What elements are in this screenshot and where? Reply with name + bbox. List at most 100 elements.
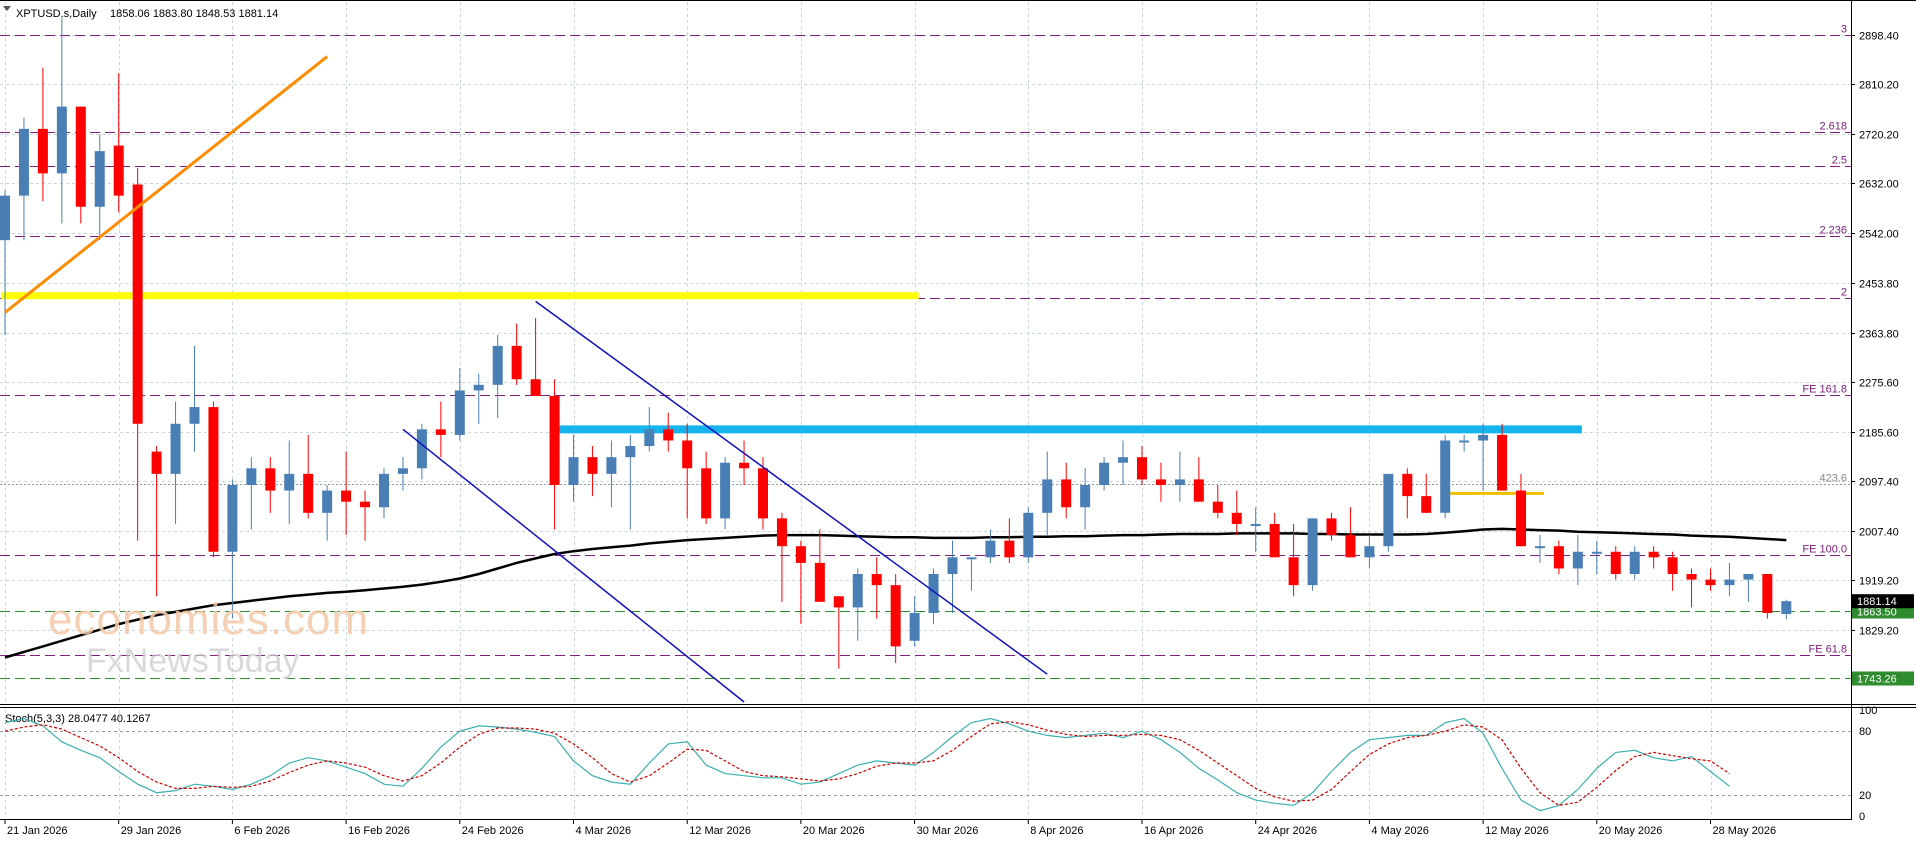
candle[interactable] (18, 117, 29, 241)
candle[interactable] (227, 479, 238, 619)
candle[interactable] (360, 490, 371, 541)
candle[interactable] (1250, 507, 1261, 552)
candle[interactable] (720, 457, 731, 530)
candle[interactable] (1516, 473, 1526, 547)
candle[interactable] (1155, 462, 1166, 502)
candle[interactable] (1174, 451, 1185, 502)
candle[interactable] (644, 407, 655, 452)
candle[interactable] (1383, 473, 1394, 552)
candle[interactable] (75, 106, 86, 224)
candle[interactable] (1080, 468, 1091, 530)
candle[interactable] (1459, 434, 1470, 452)
candle[interactable] (1781, 599, 1792, 620)
candle[interactable] (1724, 562, 1735, 597)
candle[interactable] (1497, 423, 1508, 491)
candle[interactable] (1099, 457, 1110, 491)
candle[interactable] (606, 440, 617, 508)
candle[interactable] (739, 440, 750, 485)
candle[interactable] (1212, 484, 1223, 519)
candle[interactable] (1610, 546, 1621, 580)
candle[interactable] (37, 67, 48, 202)
candle[interactable] (1326, 512, 1337, 541)
symbol-dropdown-icon[interactable] (3, 6, 11, 11)
candle[interactable] (511, 323, 522, 385)
candle[interactable] (776, 512, 787, 602)
candle[interactable] (663, 412, 674, 452)
candle[interactable] (454, 368, 465, 441)
candle[interactable] (492, 334, 503, 419)
candle[interactable] (966, 557, 977, 591)
candle[interactable] (1762, 574, 1773, 619)
candle[interactable] (473, 373, 484, 424)
trend-line[interactable] (535, 300, 1048, 675)
candle[interactable] (701, 451, 712, 524)
candle[interactable] (189, 345, 200, 452)
candle[interactable] (1705, 568, 1716, 591)
candle[interactable] (814, 529, 825, 602)
candle[interactable] (132, 167, 143, 541)
candle[interactable] (549, 379, 560, 530)
candle[interactable] (985, 529, 996, 563)
candle[interactable] (795, 540, 806, 625)
candle[interactable] (909, 596, 920, 647)
candle[interactable] (1345, 507, 1356, 558)
candle[interactable] (1440, 434, 1451, 519)
candle[interactable] (1269, 512, 1280, 558)
candle[interactable] (397, 457, 408, 491)
candle[interactable] (284, 440, 295, 524)
candle[interactable] (833, 596, 844, 669)
candle[interactable] (94, 134, 105, 241)
candle[interactable] (1118, 440, 1129, 485)
candle[interactable] (265, 457, 276, 513)
candle[interactable] (1288, 523, 1299, 597)
candle[interactable] (947, 540, 958, 613)
candle[interactable] (170, 401, 181, 524)
candle[interactable] (1402, 468, 1413, 519)
candle[interactable] (928, 568, 939, 625)
candle[interactable] (530, 318, 541, 396)
candle[interactable] (113, 73, 124, 213)
candle[interactable] (1137, 446, 1147, 485)
candle[interactable] (1629, 546, 1640, 580)
candle[interactable] (1667, 551, 1678, 591)
candle[interactable] (1534, 535, 1545, 563)
candle[interactable] (852, 568, 863, 641)
candle[interactable] (1231, 490, 1242, 536)
candle[interactable] (1686, 568, 1697, 608)
candle[interactable] (1553, 540, 1564, 575)
candle[interactable] (151, 446, 162, 597)
candle[interactable] (1591, 540, 1602, 575)
candle[interactable] (1572, 535, 1583, 586)
candle[interactable] (379, 468, 389, 519)
candle[interactable] (1023, 507, 1034, 563)
candle[interactable] (890, 574, 901, 664)
candle[interactable] (1193, 457, 1204, 502)
candle[interactable] (871, 557, 882, 619)
candle[interactable] (1004, 518, 1015, 563)
candle[interactable] (1648, 546, 1659, 569)
candle[interactable] (758, 457, 768, 530)
candle[interactable] (435, 401, 446, 458)
candle[interactable] (1421, 473, 1432, 513)
candle[interactable] (1307, 518, 1318, 591)
trend-line[interactable] (4, 55, 329, 314)
candle[interactable] (1364, 535, 1375, 569)
candle[interactable] (322, 484, 333, 541)
candle[interactable] (625, 434, 636, 530)
candle[interactable] (1478, 423, 1489, 491)
candle[interactable] (1061, 462, 1072, 519)
candle[interactable] (208, 401, 219, 558)
trend-line[interactable] (402, 428, 745, 703)
candle[interactable] (303, 434, 314, 519)
candle[interactable] (0, 190, 10, 335)
candle[interactable] (587, 446, 598, 497)
candle[interactable] (568, 434, 579, 502)
candle[interactable] (416, 423, 427, 480)
candle[interactable] (1042, 451, 1053, 536)
candle[interactable] (1743, 574, 1754, 602)
candle[interactable] (682, 423, 693, 519)
candle[interactable] (246, 457, 257, 530)
candle[interactable] (56, 17, 67, 224)
